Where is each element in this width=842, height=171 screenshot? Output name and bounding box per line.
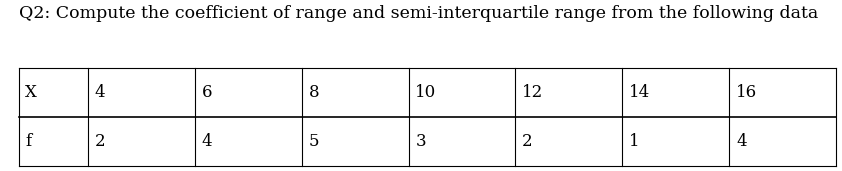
- Text: 12: 12: [522, 84, 543, 101]
- Text: 4: 4: [736, 133, 747, 150]
- Text: Q2: Compute the coefficient of range and semi-interquartile range from the follo: Q2: Compute the coefficient of range and…: [19, 5, 818, 22]
- Text: 1: 1: [629, 133, 640, 150]
- Text: 5: 5: [308, 133, 319, 150]
- Text: 10: 10: [415, 84, 437, 101]
- Text: 14: 14: [629, 84, 650, 101]
- Text: 2: 2: [522, 133, 533, 150]
- Text: X: X: [25, 84, 37, 101]
- Text: 4: 4: [201, 133, 212, 150]
- Text: 3: 3: [415, 133, 426, 150]
- Text: 4: 4: [95, 84, 105, 101]
- Text: 16: 16: [736, 84, 757, 101]
- Text: 8: 8: [308, 84, 319, 101]
- Text: 2: 2: [95, 133, 105, 150]
- Text: f: f: [25, 133, 31, 150]
- Text: 6: 6: [201, 84, 212, 101]
